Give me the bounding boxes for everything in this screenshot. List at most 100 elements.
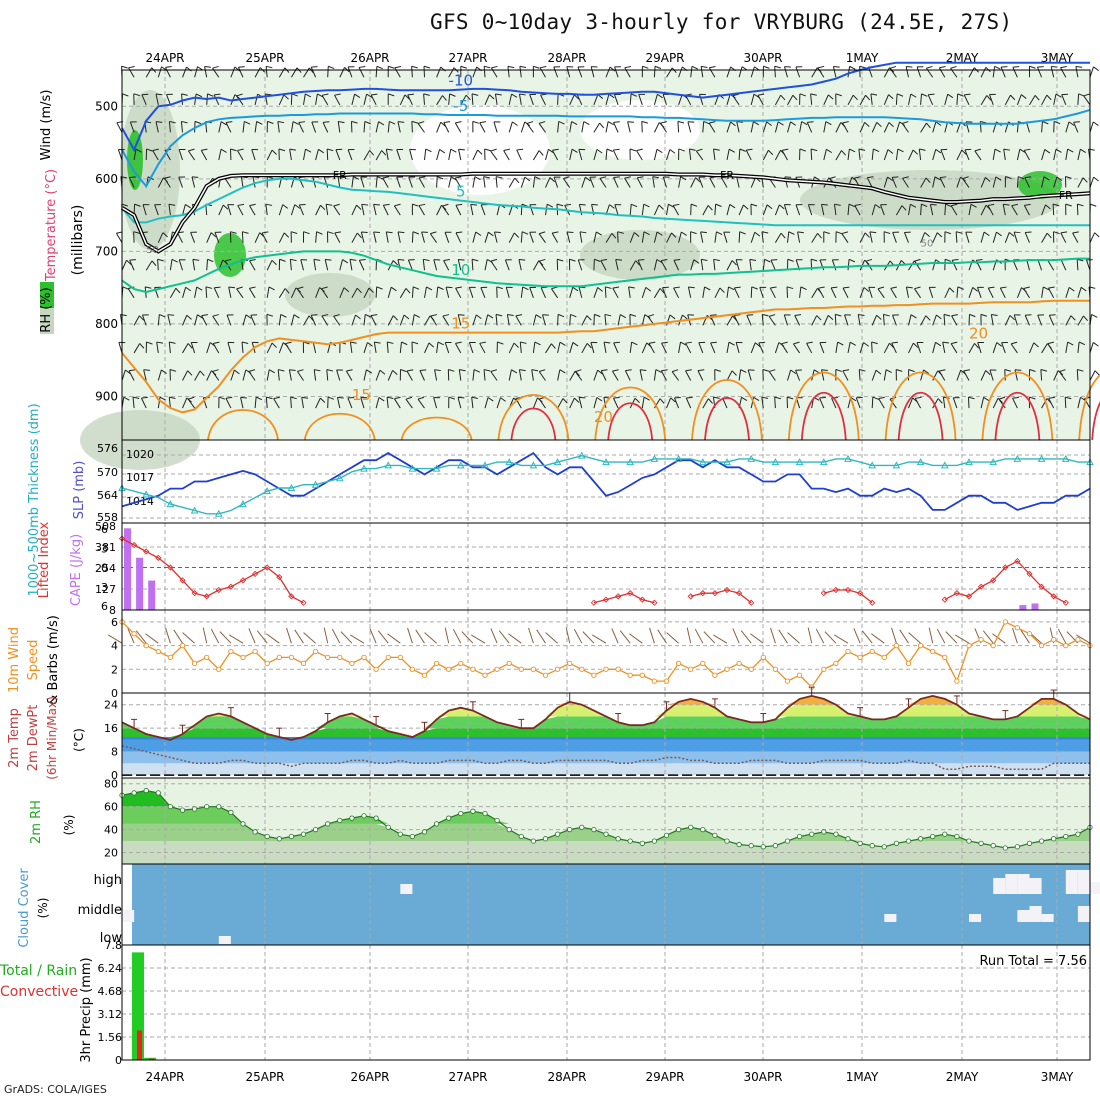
- wind-barb: [635, 260, 641, 266]
- wind-barb: [194, 66, 198, 78]
- wind-barb: [631, 203, 638, 208]
- wind-barb: [980, 370, 987, 381]
- wind-barb: [761, 396, 769, 399]
- wind-barb: [508, 121, 513, 133]
- wind-barb: [974, 343, 980, 349]
- wind-barb: [191, 176, 196, 188]
- wind-barb: [889, 65, 897, 69]
- wind-barb: [769, 369, 776, 372]
- wind-barb: [157, 259, 159, 271]
- isotherm--5: [121, 108, 1091, 188]
- wind-barb: [599, 176, 607, 179]
- wind-barb: [322, 93, 329, 96]
- wind-barb: [636, 177, 643, 188]
- wind-barb: [468, 287, 474, 298]
- wind-barb: [185, 204, 191, 209]
- rh-marker: [1026, 840, 1033, 846]
- wind-barb: [1094, 370, 1100, 376]
- wind-barb: [655, 369, 662, 373]
- lifted-index-marker: [627, 590, 634, 597]
- wind-barb: [347, 149, 353, 161]
- run-total-label: Run Total = 7.56: [979, 954, 1087, 969]
- wind-barb: [629, 313, 637, 317]
- precip-total-legend: Total / Rain: [0, 963, 77, 979]
- wind-barb: [508, 369, 512, 381]
- rh-shading-low: [580, 100, 700, 160]
- wind-barb: [526, 121, 534, 124]
- wind-barb: [403, 314, 410, 320]
- wind-barb: [799, 148, 806, 152]
- wind-barb: [283, 232, 290, 238]
- wind-barb: [764, 258, 771, 263]
- wind-speed-marker: [155, 648, 161, 655]
- wind-barb: [351, 120, 358, 124]
- wind-barb: [613, 94, 619, 105]
- wind-barb: [238, 66, 245, 68]
- wind-barb: [267, 120, 274, 124]
- wind-barb: [224, 177, 232, 188]
- wind-barb: [641, 314, 646, 326]
- wind-barb: [662, 94, 667, 105]
- wind-barb: [918, 148, 922, 161]
- wind-barb: [1010, 94, 1016, 101]
- wind-barb: [1013, 314, 1018, 326]
- wind-barb: [833, 66, 840, 68]
- isotherm-warm-loop: [691, 379, 763, 441]
- wind-speed-marker: [796, 672, 803, 678]
- wind-barb: [128, 370, 135, 381]
- wind-barb: [225, 398, 232, 409]
- wind-barb: [811, 233, 818, 243]
- wind-barb: [151, 260, 157, 267]
- wind-barb: [613, 397, 619, 409]
- wind-barb: [641, 287, 647, 298]
- wind-speed-marker: [518, 666, 524, 672]
- wind-speed-marker: [458, 660, 464, 667]
- wind-barb: [480, 204, 486, 216]
- wind-barb: [685, 342, 692, 354]
- wind-barb: [412, 203, 419, 207]
- wind-barb: [569, 342, 574, 354]
- lifted-index-marker: [239, 577, 247, 584]
- wind-barb: [569, 287, 574, 298]
- lifted-index-line: [121, 538, 304, 604]
- surface-wind-barb: [750, 633, 764, 644]
- wind-barb: [794, 314, 802, 317]
- wind-barb: [593, 149, 598, 161]
- wind-barb: [358, 66, 366, 68]
- wind-speed-marker: [204, 654, 210, 661]
- thickness-marker: [868, 461, 877, 469]
- wind-barb: [1089, 342, 1094, 354]
- rh-marker: [639, 840, 645, 846]
- rh-marker: [1063, 833, 1069, 840]
- wind-barb: [883, 231, 891, 235]
- wind-barb: [690, 203, 698, 207]
- thickness-marker: [311, 480, 320, 488]
- wind-barb: [212, 371, 220, 381]
- wind-barb: [139, 343, 145, 349]
- wind-barb: [495, 93, 502, 96]
- isotherm-warm-loop: [787, 371, 860, 441]
- wind-barb: [821, 204, 825, 216]
- wind-barb: [1061, 94, 1067, 106]
- wind-barb: [919, 148, 926, 151]
- wind-barb: [1059, 369, 1066, 373]
- wind-barb: [624, 176, 631, 179]
- wind-barb: [538, 123, 546, 133]
- wind-barb: [484, 94, 490, 106]
- wind-barb: [878, 398, 885, 409]
- wind-barb: [928, 287, 934, 298]
- wind-barb: [608, 93, 615, 99]
- lifted-index-marker: [155, 554, 162, 562]
- wind-barb: [190, 232, 196, 243]
- rh-marker: [494, 817, 500, 824]
- wind-barb: [320, 204, 326, 211]
- wind-barb: [1029, 369, 1036, 373]
- wind-barb: [660, 121, 667, 124]
- wind-barb: [187, 343, 193, 349]
- wind-barb: [974, 148, 982, 152]
- wind-barb: [914, 288, 922, 299]
- wind-barb: [799, 121, 803, 133]
- wind-barb: [483, 176, 490, 179]
- surface-wind-barb: [286, 627, 292, 644]
- surface-wind-barb: [498, 630, 510, 644]
